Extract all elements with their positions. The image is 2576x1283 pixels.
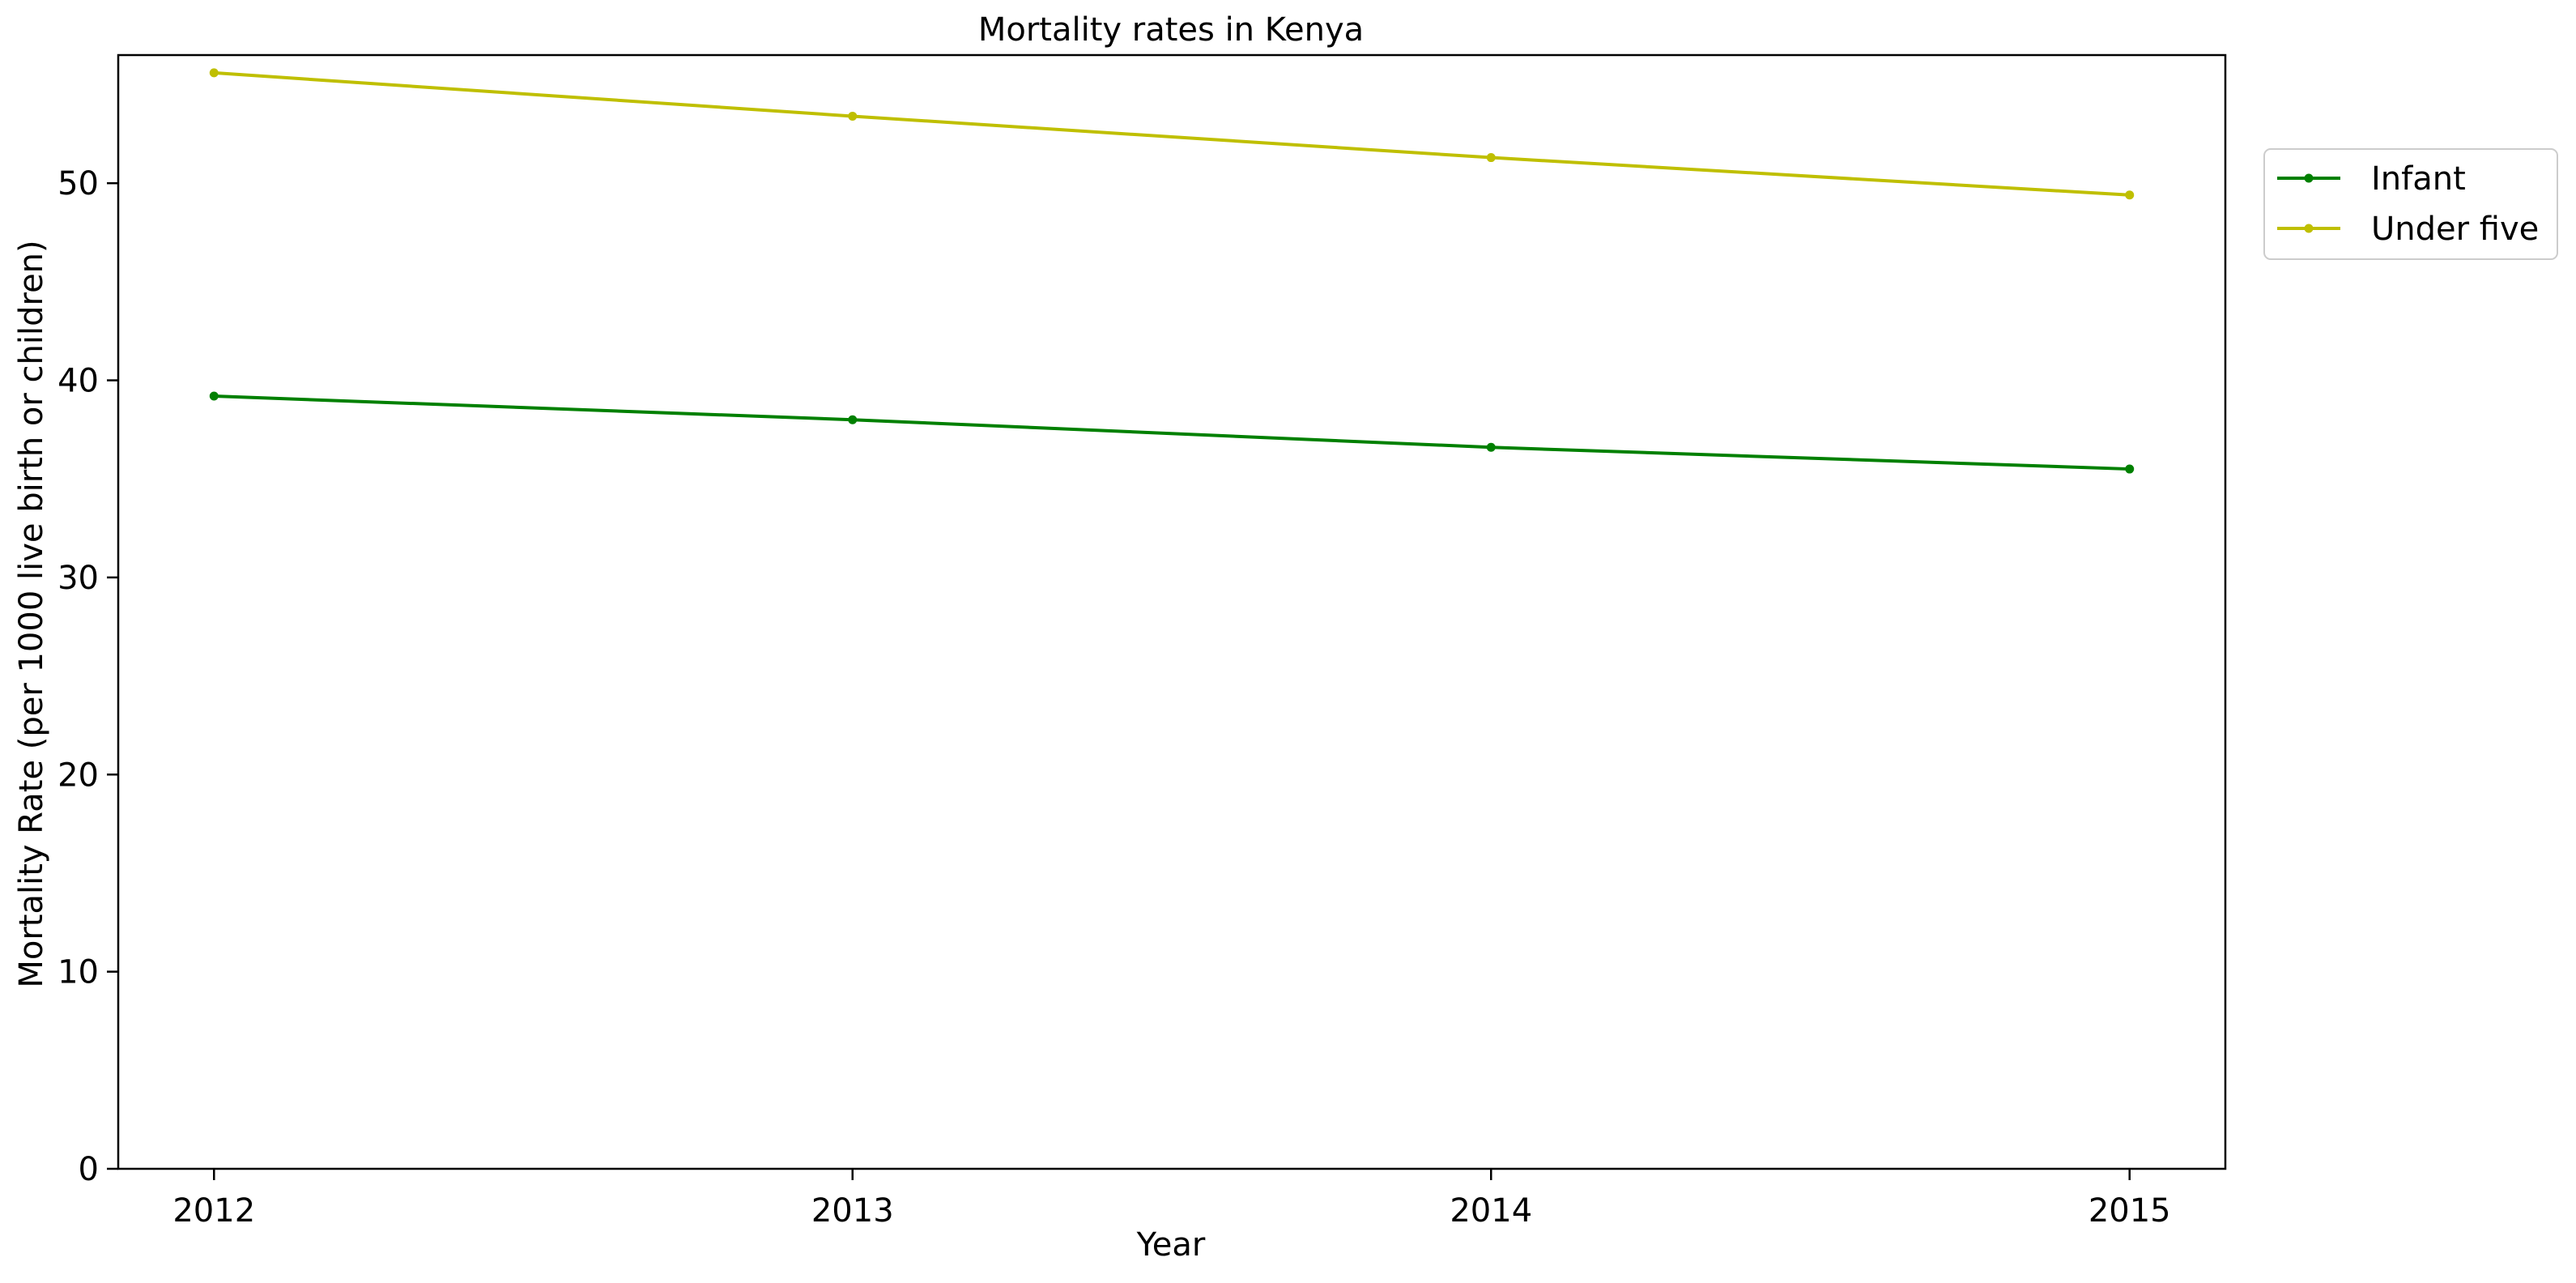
series-line-under-five bbox=[214, 70, 2130, 197]
y-tick-label: 30 bbox=[57, 560, 99, 597]
legend-label-under-five: Under five bbox=[2371, 211, 2539, 248]
legend-marker-infant bbox=[2304, 173, 2314, 183]
legend-marker-under-five bbox=[2304, 224, 2314, 233]
data-point-infant bbox=[1486, 442, 1496, 452]
y-axis-ticks: 0 10 20 30 40 50 bbox=[57, 165, 118, 1188]
x-tick-label: 2015 bbox=[2088, 1192, 2171, 1230]
x-tick-label: 2014 bbox=[1450, 1192, 1532, 1230]
x-axis-label: Year bbox=[1136, 1226, 1206, 1264]
y-tick-label: 50 bbox=[57, 165, 99, 202]
x-tick-label: 2013 bbox=[811, 1192, 894, 1230]
y-tick-label: 0 bbox=[79, 1151, 99, 1188]
data-point-infant bbox=[209, 391, 219, 401]
legend: Infant Under five bbox=[2263, 148, 2558, 260]
y-axis-label: Mortality Rate (per 1000 live birth or c… bbox=[13, 240, 50, 987]
legend-label-infant: Infant bbox=[2371, 160, 2466, 198]
chart-title: Mortality rates in Kenya bbox=[978, 11, 1364, 49]
data-point-under-five bbox=[2125, 190, 2135, 200]
series-line-infant bbox=[214, 394, 2130, 471]
x-axis-ticks: 2012 2013 2014 2015 bbox=[172, 1169, 2171, 1230]
y-tick-label: 20 bbox=[57, 757, 99, 794]
y-tick-label: 10 bbox=[57, 954, 99, 991]
x-tick-label: 2012 bbox=[172, 1192, 255, 1230]
data-point-under-five bbox=[1486, 153, 1496, 163]
plot-area bbox=[117, 53, 2227, 1170]
data-point-infant bbox=[2125, 464, 2135, 474]
data-point-under-five bbox=[848, 111, 858, 121]
series-layer bbox=[209, 68, 2135, 474]
plot-frame bbox=[117, 53, 2227, 1170]
y-tick-label: 40 bbox=[57, 363, 99, 400]
data-point-infant bbox=[848, 415, 858, 424]
data-point-under-five bbox=[209, 68, 219, 78]
